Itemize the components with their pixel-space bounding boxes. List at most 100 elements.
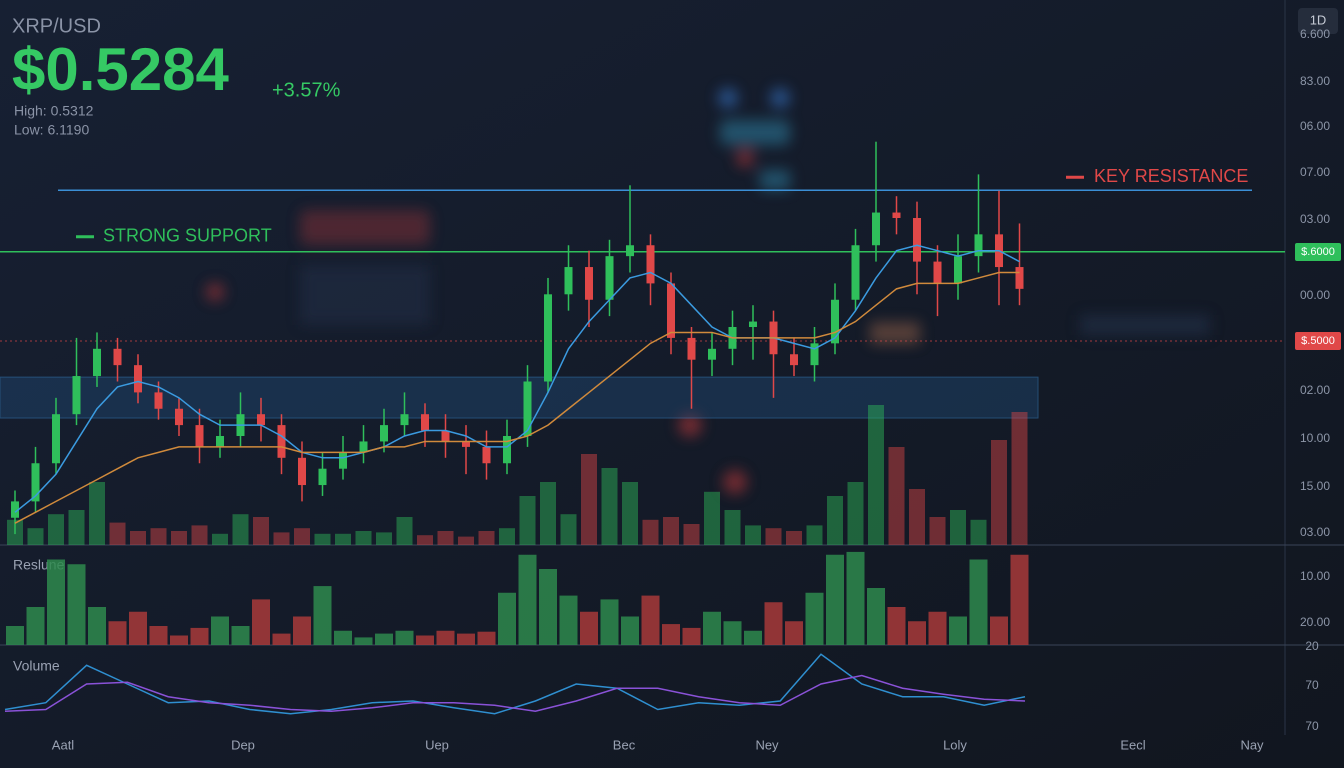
- price-badge-label: $.6000: [1301, 246, 1335, 258]
- volume-bar: [744, 630, 762, 645]
- x-axis-label: Bec: [613, 737, 636, 752]
- panel-label: Volume: [13, 658, 60, 674]
- candle-body: [831, 299, 839, 344]
- oscillator-axis-label: 70: [1305, 678, 1319, 692]
- volume-bar: [805, 592, 824, 645]
- candle-body: [134, 365, 142, 393]
- x-axis-label: Loly: [943, 737, 967, 752]
- volume-bar: [130, 531, 146, 545]
- price-badge-label: $.5000: [1301, 335, 1335, 347]
- volume-bar: [519, 496, 536, 545]
- volume-bar: [416, 635, 434, 645]
- volume-bar: [109, 522, 126, 545]
- volume-bar: [47, 559, 65, 645]
- volume-bar: [724, 510, 741, 545]
- volume-bar: [334, 630, 352, 645]
- candle-body: [1015, 267, 1024, 289]
- pair: XRP/USD: [12, 15, 101, 37]
- candle-body: [257, 414, 265, 426]
- y-axis-label: 00.00: [1300, 288, 1330, 302]
- volume-bar: [908, 621, 926, 645]
- volume-bar: [499, 528, 515, 545]
- y-axis-label: 15.00: [1300, 479, 1330, 493]
- volume-bar: [868, 405, 884, 545]
- volume-bar: [991, 440, 1007, 545]
- candle-body: [974, 234, 983, 257]
- volume-bar: [395, 630, 414, 645]
- candle-body: [298, 457, 306, 486]
- timeframe[interactable]: 1D: [1310, 12, 1327, 27]
- candle-body: [913, 218, 921, 262]
- volume-bar: [928, 611, 947, 645]
- volume-bar: [68, 510, 85, 545]
- volume-bar: [703, 611, 721, 645]
- volume-bar: [990, 616, 1008, 645]
- change: +3.57%: [272, 79, 341, 101]
- volume-bar: [27, 528, 44, 545]
- x-axis-label: Nay: [1240, 737, 1264, 752]
- candle-body: [790, 354, 798, 366]
- candle-body: [544, 294, 552, 382]
- x-axis-label: Uep: [425, 737, 449, 752]
- price: $0.5284: [12, 36, 230, 103]
- volume-bar: [417, 535, 433, 545]
- volume-bar: [806, 525, 823, 545]
- candle-body: [195, 425, 204, 447]
- low: Low: 6.1190: [14, 122, 89, 138]
- candle-body: [175, 408, 183, 426]
- candle-body: [503, 436, 511, 464]
- candle-body: [277, 425, 286, 458]
- volume-bar: [457, 633, 475, 645]
- candle-body: [892, 212, 901, 218]
- candle-body: [810, 343, 819, 366]
- volume-bar: [232, 514, 249, 545]
- price-badge: [1295, 243, 1341, 261]
- candle-body: [933, 261, 942, 284]
- volume-bar: [745, 525, 761, 545]
- volume-bar: [108, 621, 127, 645]
- price-badge: [1295, 332, 1341, 350]
- volume-bar: [211, 616, 229, 645]
- volume-bar: [150, 528, 167, 545]
- volume-bar: [682, 627, 701, 645]
- candle-body: [318, 468, 327, 486]
- volume-bar: [642, 519, 659, 545]
- volume-bar: [253, 517, 269, 545]
- volume-bar: [26, 607, 45, 645]
- volume-bar: [704, 491, 720, 545]
- candle-body: [482, 446, 491, 464]
- volume-bar: [67, 564, 86, 645]
- timeframe-button[interactable]: [1298, 8, 1338, 34]
- volume-bar: [560, 514, 577, 545]
- volume-bar: [88, 607, 106, 645]
- volume-bar: [641, 595, 660, 645]
- candle-body: [667, 283, 675, 338]
- volume-bar: [1011, 412, 1028, 545]
- volume-bar: [314, 533, 331, 545]
- volume-bar: [621, 616, 639, 645]
- candle-body: [52, 414, 60, 464]
- volume-bar: [212, 533, 228, 545]
- volume-bar: [909, 489, 925, 545]
- volume-bar: [888, 447, 905, 545]
- volume-bar: [518, 554, 537, 645]
- volume-bar: [539, 569, 557, 645]
- volume-bar: [764, 602, 783, 645]
- moving-average: [14, 271, 1020, 524]
- volume-bar: [191, 525, 208, 545]
- volume-bar: [600, 599, 619, 645]
- candle-body: [523, 381, 532, 436]
- candle-body: [380, 425, 388, 442]
- volume-bar: [847, 482, 864, 545]
- volume-bar: [1010, 554, 1029, 645]
- volume-axis-label: 10.00: [1300, 569, 1330, 583]
- volume-bar: [129, 611, 147, 645]
- candle-body: [954, 256, 962, 284]
- candle-body: [359, 441, 368, 453]
- candle-body: [72, 376, 81, 415]
- volume-bar: [765, 528, 782, 545]
- candle-body: [93, 348, 101, 377]
- candle-body: [400, 414, 409, 426]
- candle-body: [872, 212, 880, 246]
